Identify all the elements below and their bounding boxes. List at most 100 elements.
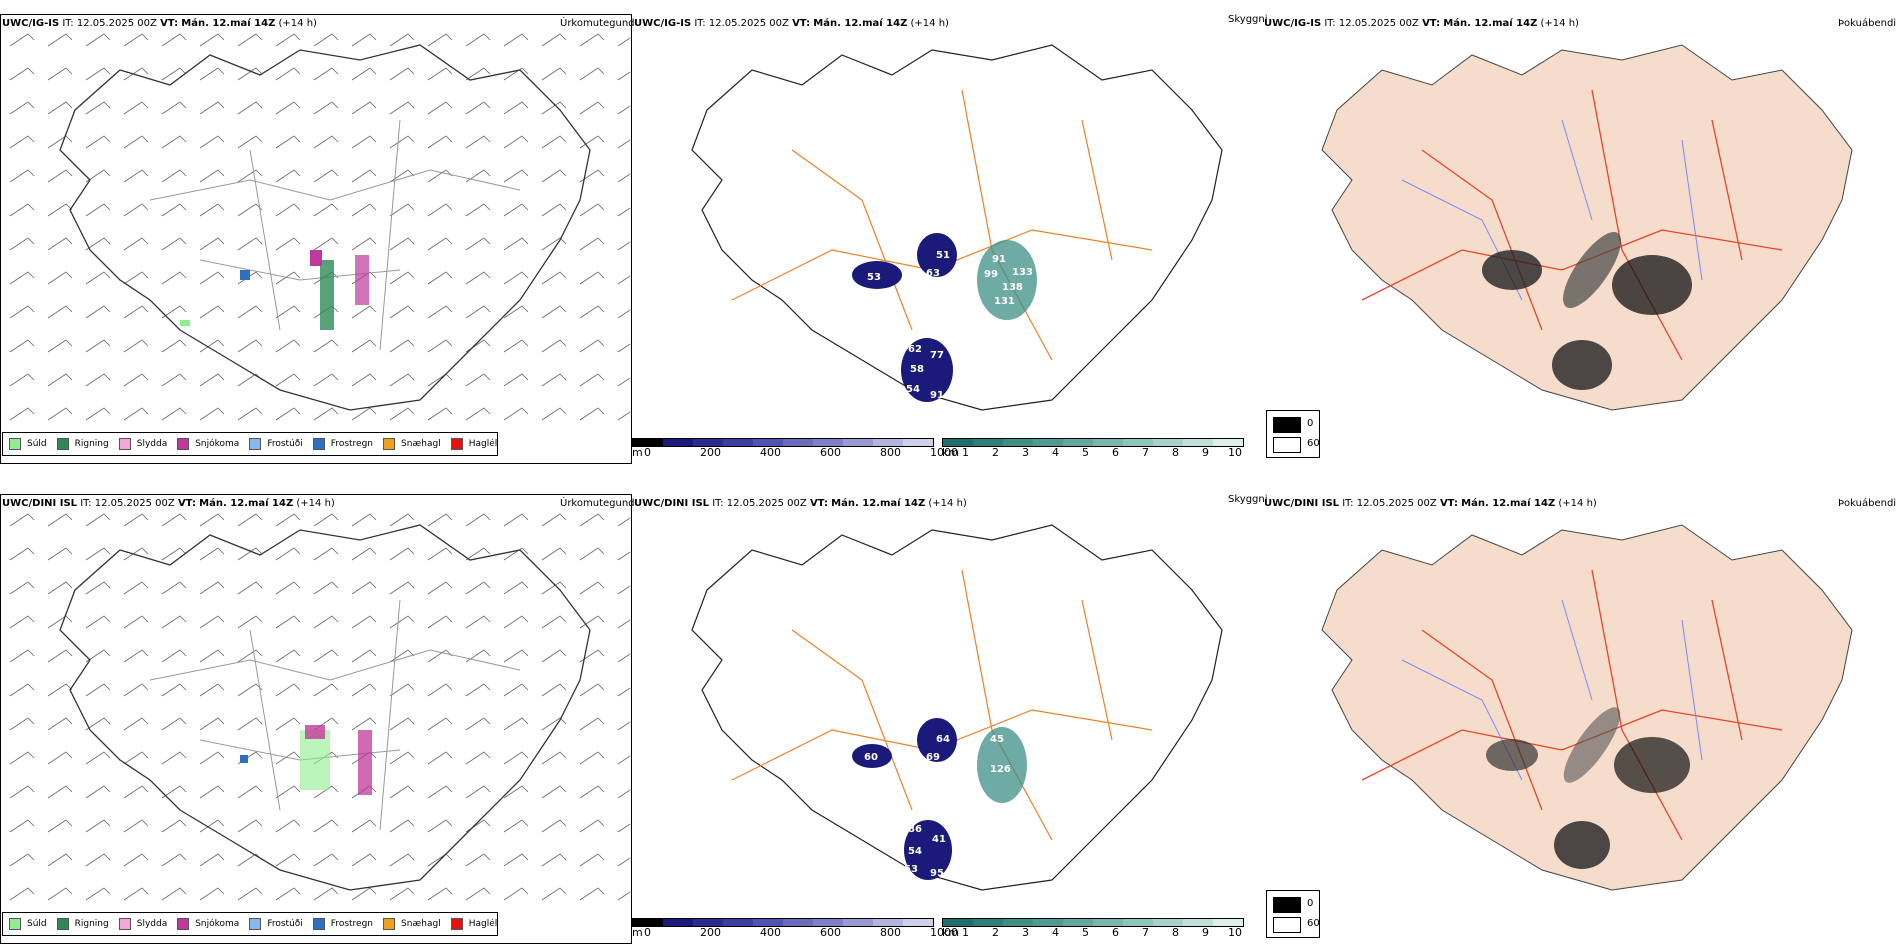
it-label: IT: xyxy=(712,498,724,509)
model-name: UWC/IG-IS xyxy=(634,18,692,29)
legend-item: Frostregn xyxy=(312,438,374,450)
panel-title: UWC/IG-IS IT: 12.05.2025 00Z VT: Mán. 12… xyxy=(634,18,949,29)
wind-barb xyxy=(9,887,35,901)
wind-barb xyxy=(541,271,567,285)
wind-barb xyxy=(237,373,263,387)
wind-barb xyxy=(47,887,73,901)
wind-barb xyxy=(389,547,415,561)
wind-barb xyxy=(389,33,415,47)
wind-barbs xyxy=(9,513,630,901)
wind-barb xyxy=(389,67,415,81)
wind-barb xyxy=(351,373,377,387)
wind-barb xyxy=(389,339,415,353)
visibility-value: 91 xyxy=(930,390,944,401)
wind-barb xyxy=(617,755,630,765)
wind-barb xyxy=(617,241,630,251)
legend-label: Haglél xyxy=(468,439,498,449)
wind-barb xyxy=(123,67,149,81)
wind-barb xyxy=(503,203,529,217)
visibility-unit: km xyxy=(942,446,960,459)
wind-barb xyxy=(85,819,111,833)
wind-barb xyxy=(579,373,605,387)
visibility-value: 126 xyxy=(990,764,1011,775)
lead-time: (+14 h) xyxy=(910,18,949,29)
visibility-cloud xyxy=(852,261,902,289)
precip-panel-title: Úrkomutegund xyxy=(560,498,635,509)
wind-barb xyxy=(503,819,529,833)
visibility-value: 62 xyxy=(908,344,922,355)
visibility-tick: 10 xyxy=(1228,446,1242,459)
wind-barb xyxy=(9,373,35,387)
ceiling-tick: 600 xyxy=(820,446,841,459)
wind-barb xyxy=(47,581,73,595)
wind-barb xyxy=(427,33,453,47)
wind-barb xyxy=(503,717,529,731)
wind-barb xyxy=(123,717,149,731)
wind-barb xyxy=(503,547,529,561)
legend-swatch xyxy=(450,918,463,930)
wind-barb xyxy=(313,683,339,697)
wind-barb xyxy=(123,271,149,285)
wind-barb xyxy=(161,581,187,595)
wind-barb xyxy=(47,203,73,217)
legend-swatch xyxy=(249,438,262,450)
visibility-value: 20 xyxy=(1056,767,1070,778)
vt-label: VT: xyxy=(160,18,179,29)
wind-barb xyxy=(579,339,605,353)
wind-barb xyxy=(617,71,630,81)
visibility-tick: 9 xyxy=(1202,446,1209,459)
wind-barb xyxy=(85,547,111,561)
model-name: UWC/DINI ISL xyxy=(2,498,78,509)
fog-map xyxy=(1321,524,1853,891)
visibility-value: 41 xyxy=(932,834,946,845)
wind-barb xyxy=(541,581,567,595)
wind-barb xyxy=(161,169,187,183)
wind-barb xyxy=(9,203,35,217)
wind-barb xyxy=(123,615,149,629)
wind-barb xyxy=(541,649,567,663)
visibility-value: 99 xyxy=(984,269,998,280)
wind-barb xyxy=(85,513,111,527)
legend-item: Slydda xyxy=(118,438,167,450)
wind-barb xyxy=(389,853,415,867)
wind-barb xyxy=(427,305,453,319)
wind-barb xyxy=(123,33,149,47)
wind-barb xyxy=(199,615,225,629)
wind-barb xyxy=(199,751,225,765)
wind-barb xyxy=(9,33,35,47)
precip-panel-1: UWC/IG-IS IT: 12.05.2025 00Z VT: Mán. 12… xyxy=(0,0,635,464)
ceiling-tick: 1000 xyxy=(930,446,958,459)
legend-swatch xyxy=(383,438,396,450)
wind-barb xyxy=(161,237,187,251)
wind-barb xyxy=(199,271,225,285)
wind-barb xyxy=(427,135,453,149)
it-label: IT: xyxy=(694,18,706,29)
wind-barb xyxy=(579,169,605,183)
it-label: IT: xyxy=(1342,498,1354,509)
wind-barb xyxy=(9,513,35,527)
wind-barb xyxy=(85,683,111,697)
wind-barb xyxy=(123,853,149,867)
ceiling-colorbar xyxy=(632,918,934,927)
legend-swatch xyxy=(118,438,131,450)
legend-label: Rigning xyxy=(74,919,109,929)
wind-barb xyxy=(85,407,111,421)
visibility-value: 54 xyxy=(906,384,920,395)
legend-swatch xyxy=(177,918,190,930)
legend-label: Frostregn xyxy=(330,439,374,449)
ceiling-tick: 800 xyxy=(880,926,901,939)
legend-swatch xyxy=(450,438,463,450)
wind-barb xyxy=(199,853,225,867)
wind-barb xyxy=(9,785,35,799)
wind-barb xyxy=(161,649,187,663)
visibility-cloud xyxy=(917,233,957,277)
precip-frame xyxy=(0,14,632,464)
ceiling-unit: m xyxy=(632,446,643,459)
wind-barb xyxy=(47,373,73,387)
wind-barb xyxy=(47,683,73,697)
wind-barb xyxy=(313,101,339,115)
wind-barb xyxy=(503,649,529,663)
wind-barb xyxy=(617,411,630,421)
wind-barb xyxy=(85,169,111,183)
wind-barb xyxy=(237,819,263,833)
